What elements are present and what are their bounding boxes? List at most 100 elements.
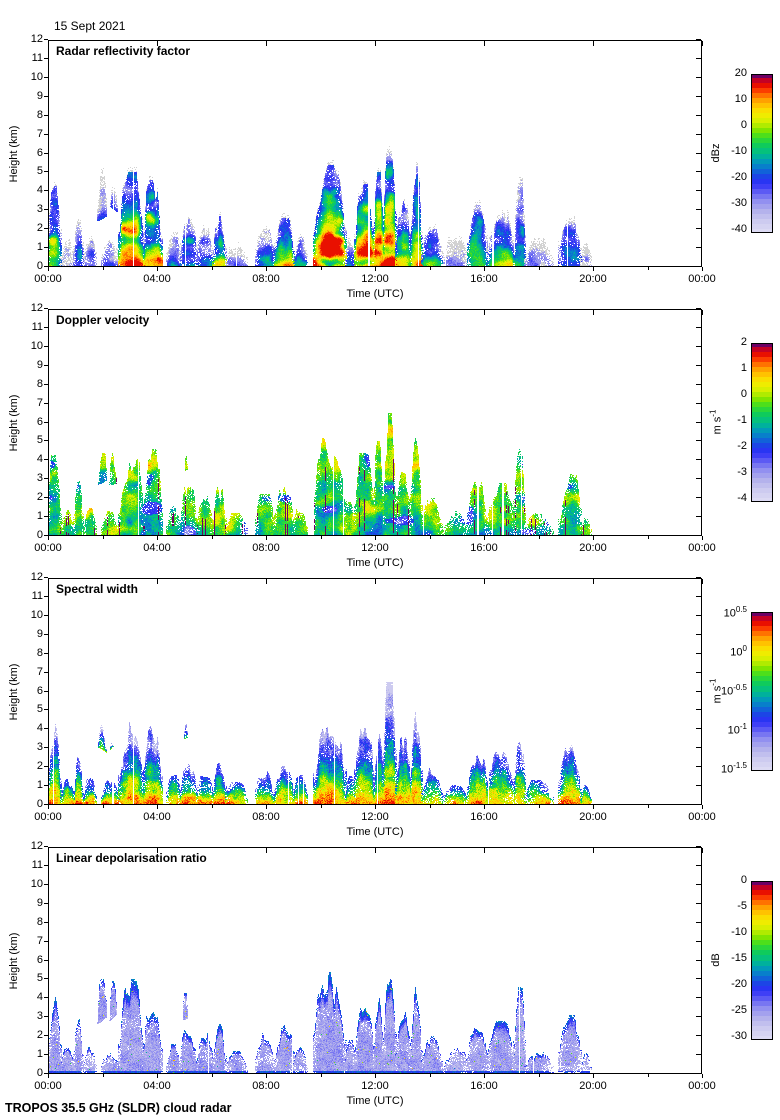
y-tick-left <box>44 1016 48 1018</box>
x-tick-bottom <box>48 805 49 809</box>
y-tick-right <box>696 308 701 309</box>
y-tick-label: 3 <box>36 203 43 216</box>
y-tick-label: 11 <box>31 320 43 333</box>
y-tick-label: 12 <box>30 302 43 314</box>
x-tick-bottom <box>375 1074 376 1078</box>
y-tick-left <box>44 516 48 518</box>
colorbar-tick-label: 10 <box>734 93 747 105</box>
y-tick-left <box>44 478 48 480</box>
x-tick-label: 12:00 <box>361 273 389 285</box>
y-tick-left <box>44 364 48 366</box>
x-tick-label: 12:00 <box>361 1080 389 1092</box>
y-tick-left <box>44 577 48 578</box>
y-tick-label: 11 <box>31 858 43 871</box>
colorbar-tick-label: 20 <box>734 67 747 79</box>
y-tick-left <box>44 76 48 78</box>
y-tick-left <box>44 440 48 442</box>
y-tick-left <box>44 785 48 787</box>
y-tick-label: 4 <box>36 722 43 735</box>
y-tick-left <box>44 1073 48 1074</box>
x-tick-label: 00:00 <box>688 542 716 554</box>
y-tick-right <box>696 652 701 654</box>
y-tick-label: 9 <box>36 627 43 640</box>
x-tick-top <box>266 579 267 584</box>
y-tick-label: 5 <box>36 165 43 178</box>
y-tick-right <box>696 383 701 385</box>
colorbar-tick-label: -20 <box>731 171 747 183</box>
x-tick-bottom <box>157 1074 158 1078</box>
y-tick-label: 4 <box>36 991 43 1004</box>
x-tick-top <box>157 579 158 584</box>
x-tick-top <box>702 848 703 853</box>
y-tick-left <box>44 190 48 192</box>
heatmap-canvas-spectral_width <box>48 578 702 805</box>
colorbar-tick-label: -15 <box>731 952 747 964</box>
y-tick-right <box>696 247 701 249</box>
x-tick-bottom <box>593 536 594 540</box>
x-tick-top <box>593 579 594 584</box>
x-tick-top <box>484 41 485 46</box>
y-tick-right <box>696 1035 701 1037</box>
y-tick-label: 12 <box>30 33 43 45</box>
x-minor-tick <box>430 267 431 270</box>
y-tick-left <box>44 959 48 961</box>
y-tick-label: 7 <box>36 665 43 678</box>
y-tick-label: 5 <box>36 434 43 447</box>
x-tick-label: 16:00 <box>470 542 498 554</box>
x-tick-label: 04:00 <box>143 811 171 823</box>
x-tick-top <box>375 41 376 46</box>
colorbar-tick-label: 1 <box>740 362 747 374</box>
x-tick-top <box>157 41 158 46</box>
y-tick-left <box>44 133 48 135</box>
x-axis-title: Time (UTC) <box>346 1095 404 1107</box>
x-tick-label: 08:00 <box>252 273 280 285</box>
y-tick-label: 12 <box>30 840 43 852</box>
y-tick-right <box>696 804 701 805</box>
y-tick-label: 2 <box>36 1029 43 1042</box>
x-minor-tick <box>212 1074 213 1077</box>
x-tick-top <box>593 41 594 46</box>
y-tick-left <box>44 709 48 711</box>
x-minor-tick <box>648 805 649 808</box>
x-tick-bottom <box>266 536 267 540</box>
colorbar-tick-label: 10-1.5 <box>720 761 747 776</box>
y-tick-left <box>44 114 48 116</box>
y-tick-left <box>44 497 48 499</box>
y-tick-left <box>44 171 48 173</box>
plot-frame <box>48 847 702 1074</box>
y-tick-right <box>696 959 701 961</box>
x-tick-top <box>48 579 49 584</box>
y-tick-left <box>44 846 48 847</box>
x-minor-tick <box>648 1074 649 1077</box>
x-tick-label: 16:00 <box>470 811 498 823</box>
colorbar-ldr <box>751 881 773 1040</box>
y-tick-right <box>696 152 701 154</box>
x-minor-tick <box>103 536 104 539</box>
y-tick-label: 8 <box>36 377 43 390</box>
y-tick-label: 9 <box>36 358 43 371</box>
x-tick-bottom <box>593 267 594 271</box>
y-tick-label: 10 <box>30 339 43 352</box>
x-tick-label: 00:00 <box>34 542 62 554</box>
colorbar-tick-label: -20 <box>731 978 747 990</box>
x-tick-label: 00:00 <box>688 273 716 285</box>
y-tick-label: 9 <box>36 896 43 909</box>
heatmap-canvas-ldr <box>48 847 702 1074</box>
y-tick-left <box>44 308 48 309</box>
y-tick-label: 6 <box>36 415 43 428</box>
x-minor-tick <box>539 267 540 270</box>
x-minor-tick <box>648 536 649 539</box>
y-tick-label: 5 <box>36 972 43 985</box>
x-minor-tick <box>103 267 104 270</box>
y-tick-left <box>44 883 48 885</box>
y-tick-right <box>696 978 701 980</box>
y-tick-label: 4 <box>36 453 43 466</box>
y-tick-left <box>44 804 48 805</box>
x-minor-tick <box>430 536 431 539</box>
y-tick-right <box>696 728 701 730</box>
x-tick-bottom <box>375 536 376 540</box>
y-tick-right <box>696 709 701 711</box>
y-tick-right <box>696 497 701 499</box>
x-tick-top <box>375 310 376 315</box>
y-tick-label: 0 <box>36 529 43 541</box>
